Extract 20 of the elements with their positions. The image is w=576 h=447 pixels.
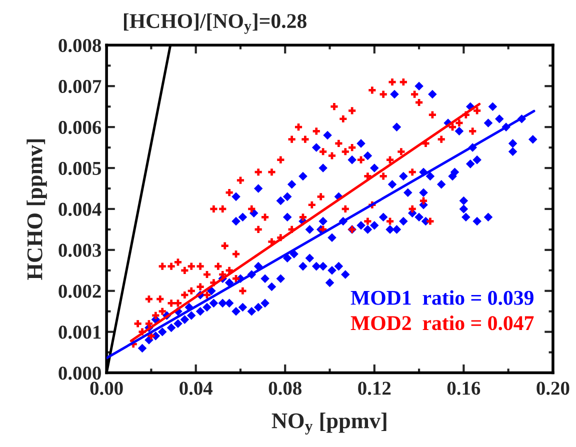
x-tick-label: 0.12 <box>358 382 391 395</box>
series-label: MOD1 ratio = 0.039 <box>350 290 534 305</box>
y-tick-label: 0.000 <box>58 366 101 380</box>
y-tick-label: 0.001 <box>58 326 101 339</box>
x-tick-label: 0.04 <box>180 382 212 395</box>
annotation: [HCHO]/[NO$_{y}$]=0.28 <box>124 13 306 34</box>
x-tick-label: 0.08 <box>268 382 302 395</box>
y-axis-title: HCHO [ppmv] <box>26 139 47 280</box>
text: MOD2 ratio = 0.047 <box>350 315 534 330</box>
x-tick-label: 0.00 <box>90 382 123 395</box>
y-tick-label: 0.008 <box>58 38 102 52</box>
y-tick-label: 0.005 <box>58 162 101 176</box>
y-tick-label: 0.004 <box>58 202 102 216</box>
y-tick-label: 0.007 <box>58 80 102 94</box>
x-tick-label: 0.16 <box>447 382 480 395</box>
x-tick-label: 0.20 <box>536 382 570 395</box>
y-tick-label: 0.003 <box>58 244 102 257</box>
y-tick-label: 0.002 <box>58 284 101 298</box>
y-tick-label: 0.006 <box>58 120 102 134</box>
x-axis-title: NO$_{y}$ [ppmv] <box>272 412 386 434</box>
